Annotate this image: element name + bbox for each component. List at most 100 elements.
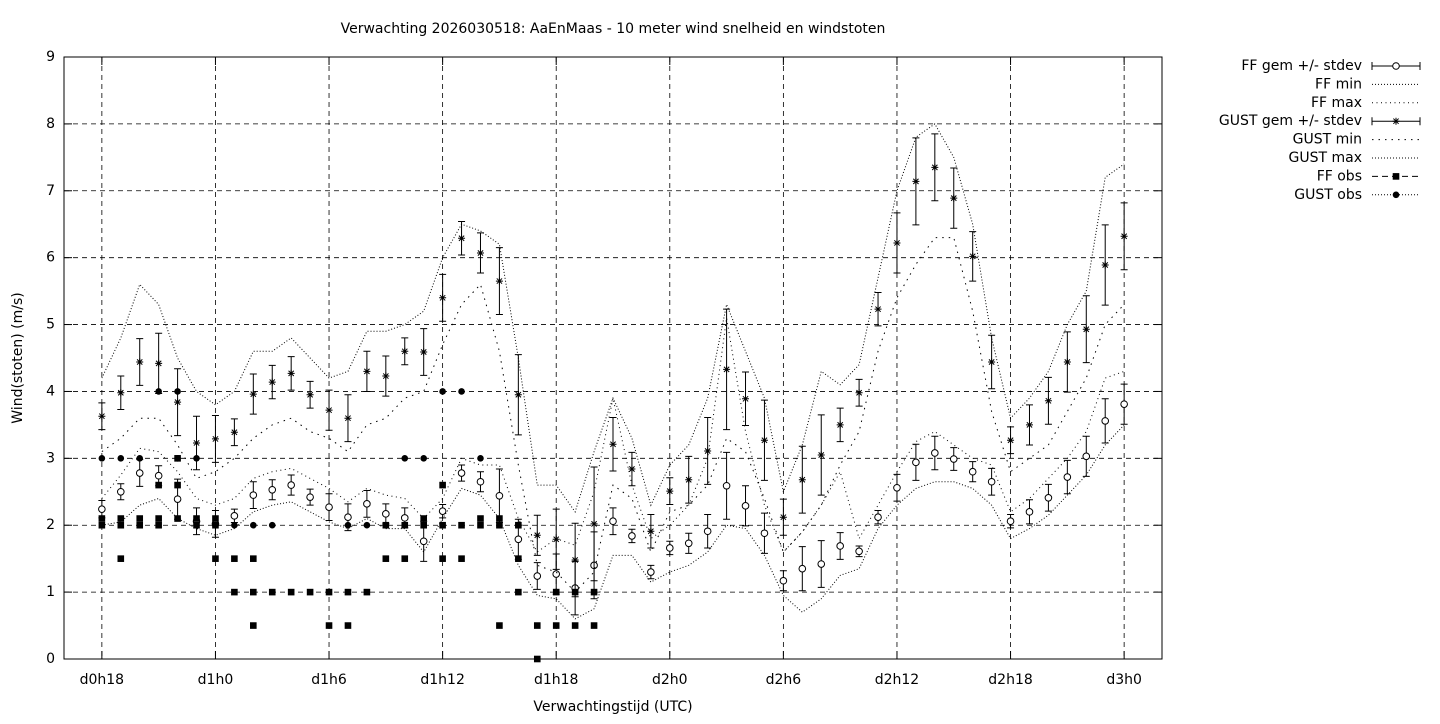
point: [533, 572, 542, 580]
point: [344, 414, 352, 422]
point: [135, 469, 144, 477]
point: [231, 555, 238, 562]
point: [116, 487, 125, 496]
point: [363, 521, 371, 529]
series-line: [101, 317, 1125, 553]
point: [552, 588, 560, 596]
point: [287, 369, 295, 377]
point: [742, 395, 750, 403]
point: [1101, 417, 1110, 425]
point: [174, 388, 181, 395]
point: [117, 455, 125, 462]
legend-label: FF gem +/- stdev: [1241, 58, 1362, 74]
point: [174, 515, 181, 522]
point: [533, 622, 541, 629]
point: [363, 588, 371, 596]
y-axis-label: Wind(stoten) (m/s): [10, 292, 26, 423]
point: [400, 514, 409, 522]
point: [287, 481, 295, 489]
plot-frame: [63, 56, 1163, 660]
point: [703, 527, 712, 536]
x-tick-label: d1h0: [198, 672, 234, 688]
point: [155, 521, 162, 529]
legend-label: GUST min: [1293, 132, 1362, 148]
point: [969, 252, 977, 260]
point: [287, 588, 295, 596]
point: [344, 513, 352, 521]
point: [912, 458, 920, 467]
point: [628, 465, 636, 473]
point: [117, 515, 125, 522]
point: [931, 163, 939, 171]
point: [325, 503, 333, 511]
x-tick-label: d0h18: [80, 672, 124, 688]
point: [1120, 232, 1128, 240]
point: [628, 532, 636, 540]
point: [439, 555, 446, 562]
point: [665, 544, 674, 552]
point: [968, 467, 977, 476]
point: [325, 406, 333, 414]
point: [382, 555, 390, 562]
point: [401, 347, 409, 355]
point: [949, 455, 958, 463]
point: [685, 476, 693, 484]
point: [212, 521, 219, 529]
legend-label: GUST gem +/- stdev: [1219, 113, 1362, 129]
point: [779, 576, 788, 585]
point: [893, 483, 901, 492]
point: [212, 515, 219, 522]
point: [741, 502, 750, 510]
point: [1025, 421, 1033, 429]
point: [193, 439, 201, 447]
point: [1082, 325, 1090, 333]
x-tick-label: d1h18: [534, 672, 578, 688]
point: [363, 500, 371, 508]
point: [1101, 261, 1109, 269]
point: [874, 305, 882, 313]
point: [155, 515, 162, 522]
point: [420, 515, 427, 522]
point: [458, 234, 466, 242]
legend-marker: [1392, 191, 1400, 199]
point: [496, 515, 503, 522]
y-tick-label: 8: [46, 116, 55, 132]
point: [382, 510, 390, 518]
y-tick-label: 2: [46, 517, 55, 533]
point: [401, 455, 409, 462]
y-tick-label: 4: [46, 383, 55, 399]
point: [457, 469, 466, 477]
point: [154, 471, 163, 480]
point: [268, 485, 277, 494]
point: [1063, 358, 1071, 366]
point: [477, 521, 484, 529]
point: [249, 390, 257, 398]
point: [306, 588, 314, 596]
point: [98, 521, 106, 529]
x-tick-label: d2h0: [652, 672, 688, 688]
point: [912, 177, 920, 185]
point: [496, 622, 503, 629]
point: [609, 517, 617, 526]
point: [155, 388, 162, 395]
y-tick-label: 9: [46, 49, 55, 65]
point: [1007, 436, 1015, 444]
point: [98, 515, 106, 522]
point: [211, 435, 219, 443]
point: [230, 428, 238, 436]
point: [344, 588, 352, 596]
chart-title: Verwachting 2026030518: AaEnMaas - 10 me…: [341, 21, 886, 37]
point: [779, 513, 787, 521]
point: [552, 622, 560, 629]
point: [893, 239, 901, 247]
point: [439, 388, 446, 395]
point: [477, 455, 484, 462]
point: [515, 555, 522, 562]
point: [798, 476, 806, 484]
point: [193, 455, 200, 462]
point: [458, 388, 465, 395]
point: [382, 372, 390, 380]
point: [419, 537, 428, 546]
point: [1025, 508, 1034, 516]
